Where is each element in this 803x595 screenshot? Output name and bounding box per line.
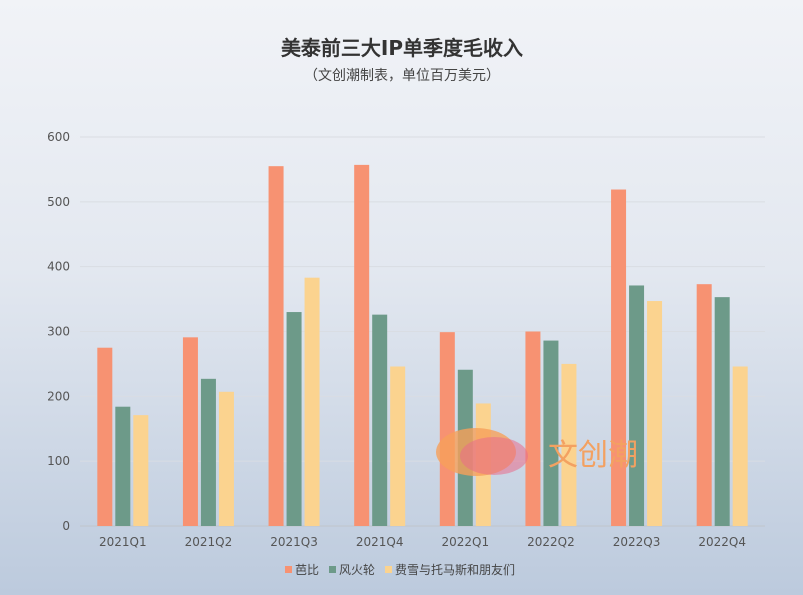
x-tick-label: 2021Q2 (185, 535, 233, 549)
bar (525, 331, 541, 526)
bar (218, 391, 234, 526)
y-tick-label: 0 (62, 519, 70, 533)
y-tick-label: 600 (47, 130, 70, 144)
y-tick-label: 300 (47, 325, 70, 339)
legend-swatch (285, 566, 292, 573)
bar (133, 415, 149, 526)
x-tick-label: 2022Q3 (613, 535, 661, 549)
x-tick-label: 2021Q3 (270, 535, 318, 549)
y-tick-label: 200 (47, 389, 70, 403)
x-tick-label: 2021Q1 (99, 535, 147, 549)
legend-label: 芭比 (295, 563, 319, 577)
y-tick-label: 400 (47, 260, 70, 274)
watermark: 文创潮 (436, 428, 638, 476)
bar (714, 297, 730, 526)
bar (182, 337, 198, 526)
bar (611, 189, 627, 526)
legend: 芭比 风火轮 费雪与托马斯和朋友们 (285, 562, 515, 577)
bar (286, 312, 302, 526)
bar (390, 366, 406, 526)
chart-subtitle: （文创潮制表，单位百万美元） (304, 68, 500, 84)
x-tick-label: 2022Q2 (527, 535, 575, 549)
legend-label: 费雪与托马斯和朋友们 (395, 562, 515, 577)
grid (80, 136, 765, 527)
y-axis: 0 100 200 300 400 500 600 (47, 130, 70, 533)
bar (97, 347, 113, 526)
bar (115, 406, 131, 526)
x-tick-label: 2022Q1 (442, 535, 490, 549)
x-tick-label: 2022Q4 (698, 535, 746, 549)
bar (304, 277, 320, 526)
bar (543, 340, 559, 526)
watermark-text: 文创潮 (548, 438, 638, 473)
bar (647, 301, 663, 526)
x-axis: 2021Q1 2021Q2 2021Q3 2021Q4 2022Q1 2022Q2 2022… (99, 535, 746, 549)
watermark-logo-pink (460, 437, 528, 475)
chart-title: 美泰前三大IP单季度毛收入 (281, 36, 523, 60)
y-tick-label: 500 (47, 195, 70, 209)
bar (732, 366, 748, 526)
bar (268, 166, 284, 527)
legend-swatch (329, 566, 336, 573)
x-tick-label: 2021Q4 (356, 535, 404, 549)
legend-swatch (385, 566, 392, 573)
bar (354, 164, 370, 526)
legend-label: 风火轮 (339, 563, 375, 577)
bar (200, 378, 216, 526)
bar (439, 332, 455, 526)
y-tick-label: 100 (47, 454, 70, 468)
bar (561, 363, 577, 526)
bar (696, 284, 712, 526)
bar (629, 285, 645, 526)
bars (97, 164, 748, 527)
bar (372, 314, 388, 526)
